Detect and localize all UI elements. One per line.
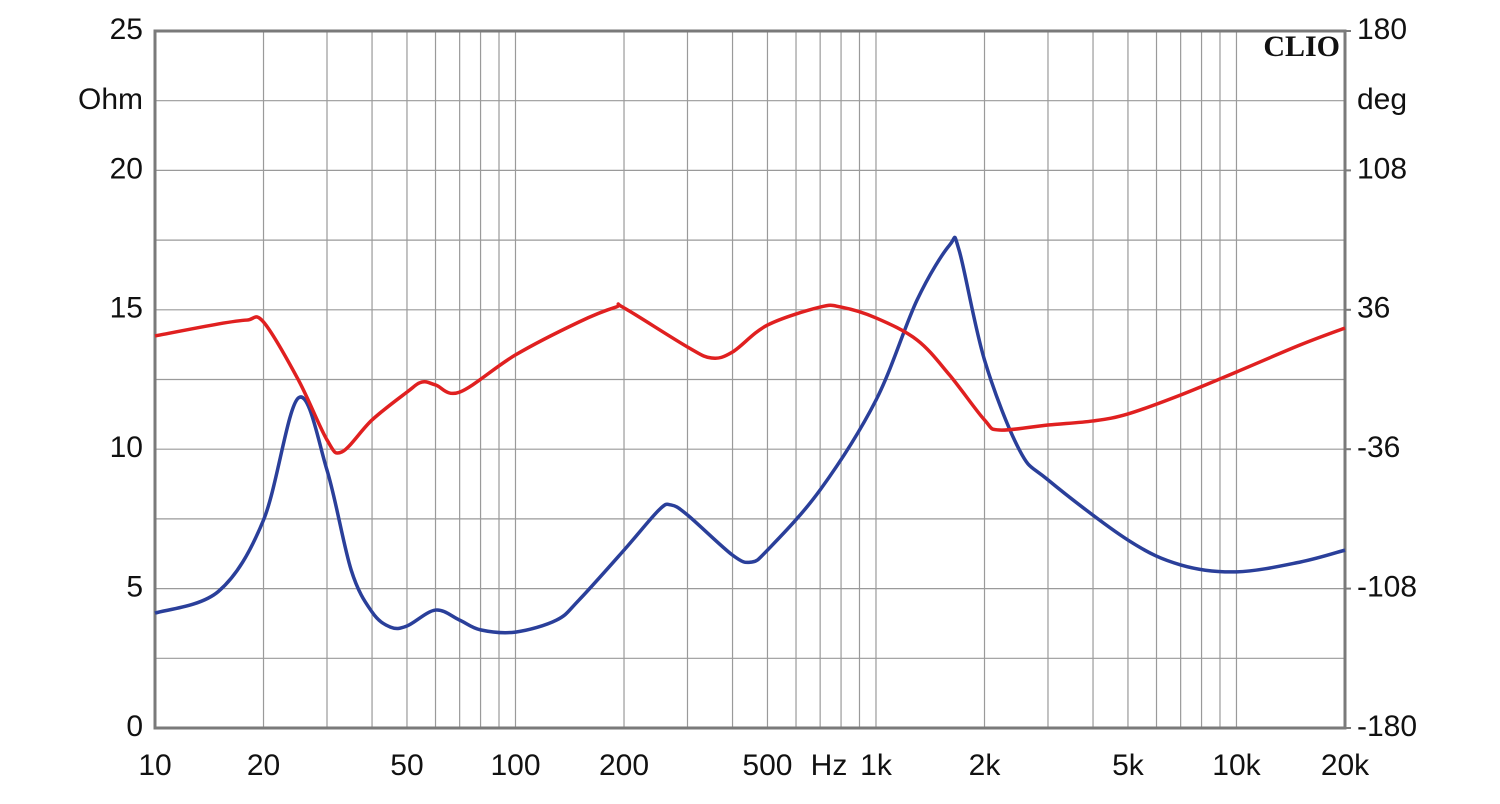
y2-tick-label: -36: [1357, 431, 1400, 464]
y-tick-label: 5: [126, 571, 143, 604]
series-line: [154, 235, 1346, 635]
x-tick-label: 1k: [860, 749, 893, 782]
x-tick-label: 5k: [1112, 749, 1145, 782]
x-tick-label: 100: [490, 749, 540, 782]
y-tick-label: 20: [110, 152, 143, 185]
x-tick-label: 200: [599, 749, 649, 782]
x-tick-label: 10k: [1212, 749, 1261, 782]
y2-tick-label: -180: [1357, 710, 1417, 743]
y-tick-label: 15: [110, 292, 143, 325]
y-tick-label: 10: [110, 431, 143, 464]
plot-frame: [153, 29, 1347, 730]
x-tick-label: 50: [390, 749, 423, 782]
y-axis-label: Ohm: [78, 83, 143, 116]
x-tick-label: 10: [138, 749, 171, 782]
y2-tick-label: 36: [1357, 292, 1390, 325]
y2-tick-label: 108: [1357, 152, 1407, 185]
x-tick-label: 2k: [969, 749, 1002, 782]
x-axis-label: Hz: [811, 749, 848, 782]
x-tick-label: 20k: [1321, 749, 1370, 782]
y2-axis-label: deg: [1357, 83, 1407, 116]
logo: CLIO: [1263, 30, 1340, 63]
y2-tick-label: 180: [1357, 13, 1407, 46]
y-tick-label: 0: [126, 710, 143, 743]
y-tick-label: 25: [110, 13, 143, 46]
x-tick-label: 500: [742, 749, 792, 782]
x-tick-label: 20: [247, 749, 280, 782]
series-line: [154, 302, 1346, 455]
y2-tick-label: -108: [1357, 571, 1417, 604]
